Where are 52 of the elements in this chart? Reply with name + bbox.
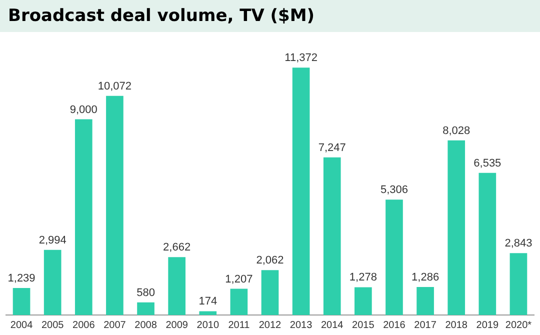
data-label: 10,072 [98,80,132,92]
chart-title: Broadcast deal volume, TV ($M) [0,0,540,32]
bar [292,68,310,315]
data-label: 9,000 [70,104,98,116]
bar [261,270,279,315]
bar [416,287,434,315]
bar [448,140,466,315]
x-tick-label: 2010 [196,320,220,331]
data-label: 5,306 [380,184,408,196]
x-tick-label: 2017 [414,320,437,331]
x-tick-label: 2005 [41,320,64,331]
x-tick-label: 2009 [166,320,188,331]
bar [168,257,186,315]
x-tick-label: 2004 [10,320,34,331]
bar [12,288,30,315]
bar [230,288,248,315]
bar [354,287,372,315]
x-tick-label: 2013 [290,320,313,331]
data-label: 1,207 [225,273,253,286]
bar [386,200,403,315]
data-label: 7,247 [318,142,346,154]
data-label: 8,028 [442,124,470,137]
x-tick-label: 2007 [104,320,126,331]
data-label: 2,062 [256,254,284,267]
data-label: 2,843 [504,238,532,250]
x-tick-label: 2006 [72,320,96,331]
bar [510,253,528,315]
x-tick-label: 2016 [383,320,406,331]
data-label: 2,662 [163,242,191,254]
data-label: 580 [136,286,155,299]
data-label: 6,535 [474,157,502,170]
data-label: 11,372 [284,52,318,64]
x-tick-label: 2014 [320,320,344,331]
x-tick-label: 2018 [445,320,468,331]
bar [199,311,217,315]
x-tick-label: 2011 [228,320,250,331]
x-tick-label: 2015 [352,320,375,331]
data-label: 2,994 [38,234,66,246]
x-tick-label: 2008 [134,320,158,331]
bar [44,250,62,315]
data-label: 1,278 [349,272,377,284]
data-label: 1,286 [412,272,440,284]
bar [106,96,124,315]
x-tick-label: 2019 [476,320,499,331]
bar [74,119,92,315]
bar [323,157,341,315]
bar [478,172,496,315]
data-label: 1,239 [8,272,36,285]
x-tick-label: 2020* [505,320,532,331]
x-tick-label: 2012 [258,320,282,331]
bar [137,302,154,315]
data-label: 174 [198,296,218,308]
